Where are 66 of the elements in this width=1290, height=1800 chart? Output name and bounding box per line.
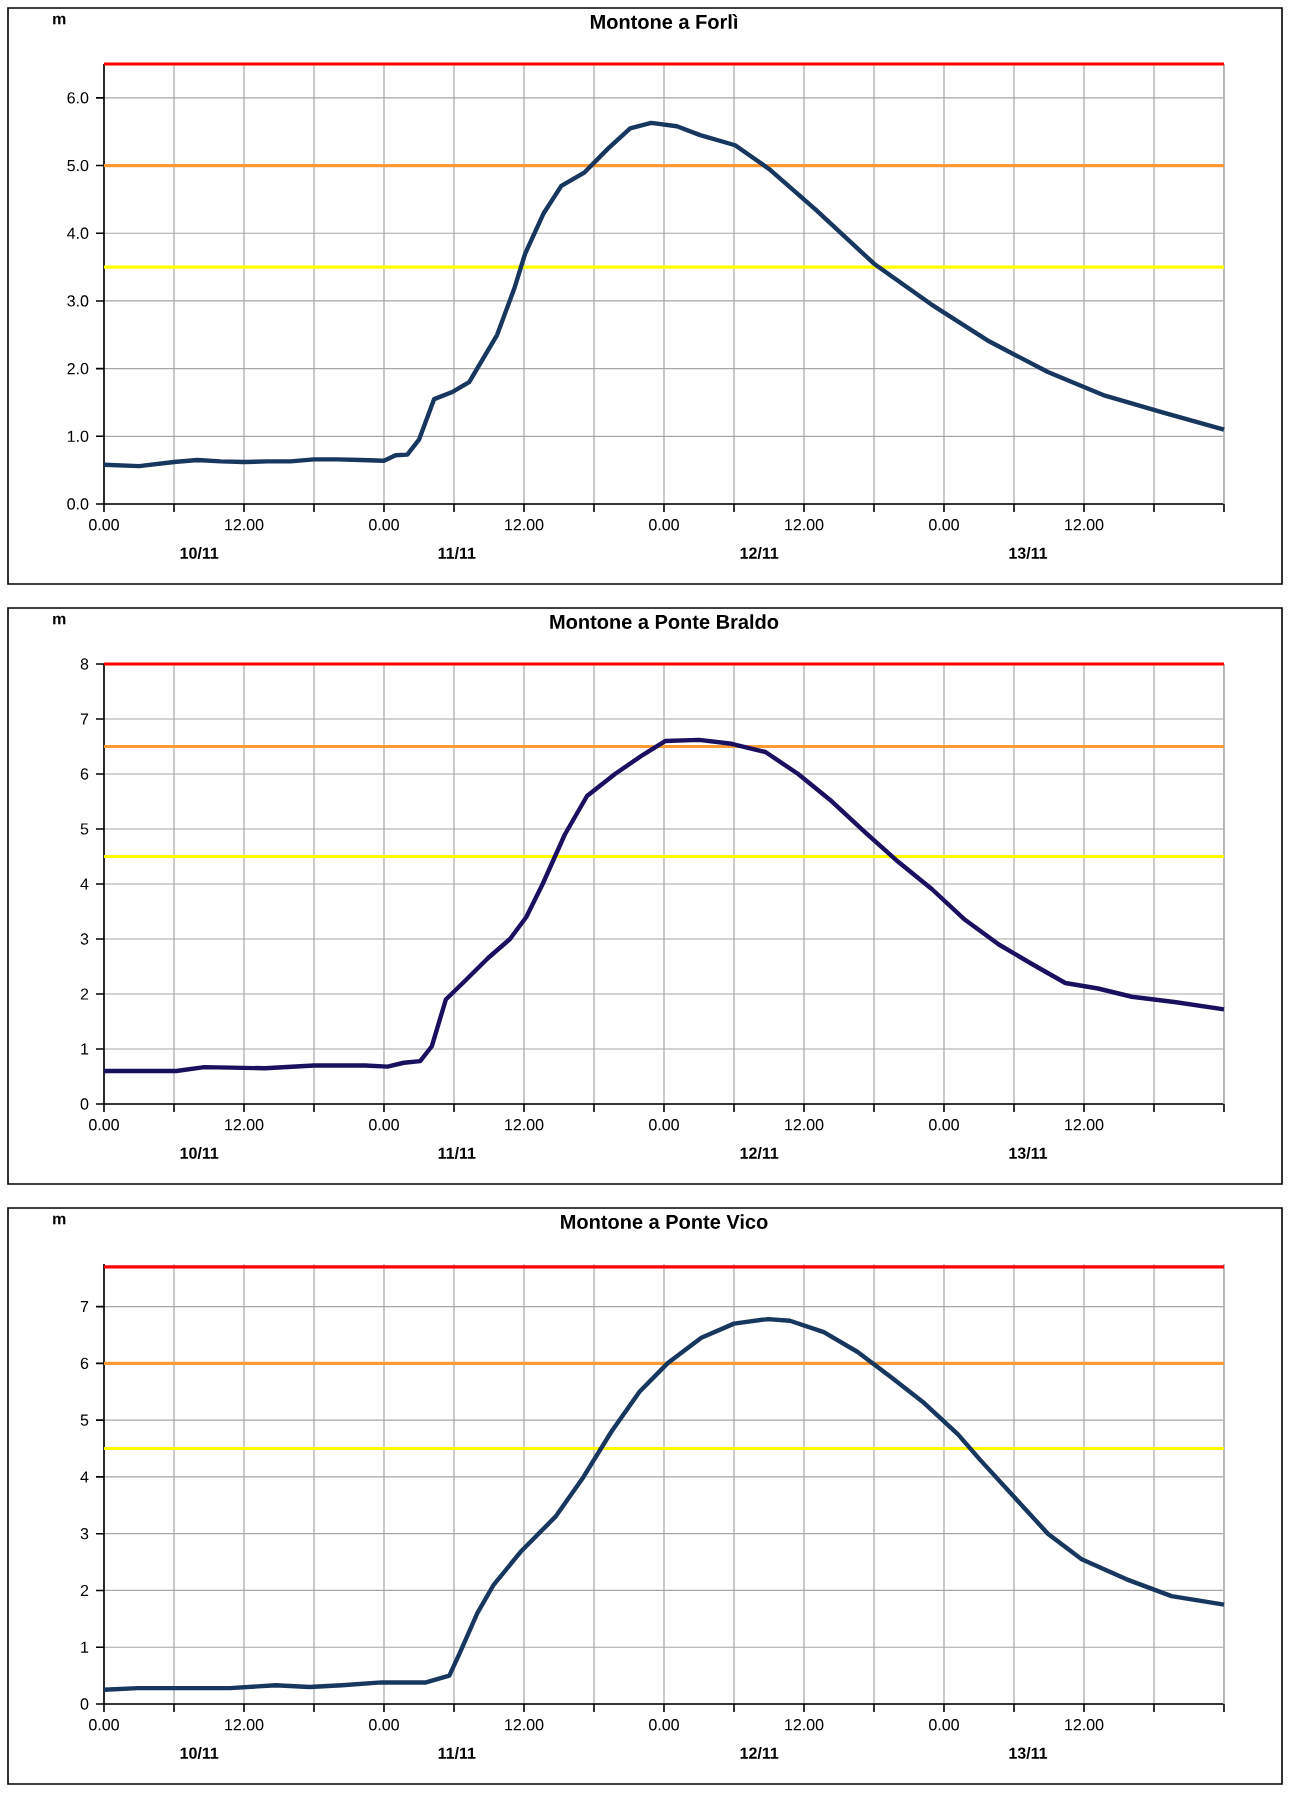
text: 11/11 [438,1147,476,1159]
x-tick-label: 12.00 [785,519,824,531]
chart-title: Montone a Ponte Braldo [550,614,779,629]
y-tick-label: 6 [80,768,89,780]
chart-title: Montone a Ponte Vico [561,1214,768,1229]
x-tick-label: 12.00 [1065,519,1104,531]
y-tick-label: 0.0 [67,498,89,510]
text: 13/11 [1009,1147,1048,1159]
y-tick-label: 3 [80,933,89,945]
text: 12/11 [740,1747,779,1759]
y-tick-label: 4.0 [67,227,89,239]
x-tick-label: 12.00 [505,1719,544,1731]
y-tick-label: 6 [80,1357,89,1370]
x-tick-label: 0.00 [89,1119,119,1131]
y-tick-label: 0 [80,1098,89,1110]
x-tick-label: 0.00 [369,519,399,531]
x-tick-label: 0.00 [369,1719,399,1731]
y-axis-title: m [53,15,66,25]
y-tick-label: 8 [80,658,89,670]
x-tick-label: 0.00 [649,1119,679,1131]
x-tick-label: 12.00 [785,1119,824,1131]
y-tick-label: 2.0 [67,362,89,375]
text: 10/11 [180,547,219,559]
y-tick-label: 0 [80,1698,89,1710]
x-tick-label: 0.00 [929,1719,959,1731]
text: 13/11 [1009,1747,1048,1759]
y-tick-label: 2 [80,988,89,1000]
x-tick-label: 0.00 [929,1119,959,1131]
y-tick-label: 5 [80,1414,89,1426]
x-tick-label: 12.00 [505,1119,544,1131]
y-axis-title: m [53,615,66,625]
y-tick-label: 1 [81,1641,89,1653]
text: 11/11 [438,547,476,559]
y-tick-label: 1 [81,1043,89,1055]
x-tick-label: 12.00 [785,1719,824,1731]
text: 10/11 [180,1147,219,1159]
text: 13/11 [1009,547,1048,559]
x-tick-label: 0.00 [369,1119,399,1131]
y-tick-label: 6.0 [67,92,89,104]
y-tick-label: 3 [80,1528,89,1540]
y-tick-label: 3.0 [67,295,89,307]
y-tick-label: 1.0 [67,430,89,442]
x-tick-label: 12.00 [505,519,544,531]
y-tick-label: 2 [80,1584,89,1597]
y-tick-label: 5 [80,823,89,835]
x-tick-label: 0.00 [649,1719,679,1731]
text: 10/11 [180,1747,219,1759]
chart-title: Montone a Forlì [590,14,738,29]
x-tick-label: 0.00 [649,519,679,531]
x-tick-label: 0.00 [89,519,119,531]
x-tick-label: 12.00 [1065,1119,1104,1131]
y-tick-label: 5.0 [67,159,89,172]
x-tick-label: 0.00 [89,1719,119,1731]
y-tick-label: 7 [80,1301,89,1313]
x-tick-label: 12.00 [225,519,264,531]
y-tick-label: 4 [80,1471,89,1483]
x-tick-label: 0.00 [929,519,959,531]
y-tick-label: 7 [80,713,89,725]
x-tick-label: 12.00 [1065,1719,1104,1731]
text: 11/11 [438,1747,476,1759]
x-tick-label: 12.00 [225,1119,264,1131]
x-tick-label: 12.00 [225,1719,264,1731]
text: 12/11 [740,547,779,559]
text: 12/11 [740,1147,779,1159]
y-tick-label: 4 [80,878,89,890]
y-axis-title: m [53,1215,66,1225]
